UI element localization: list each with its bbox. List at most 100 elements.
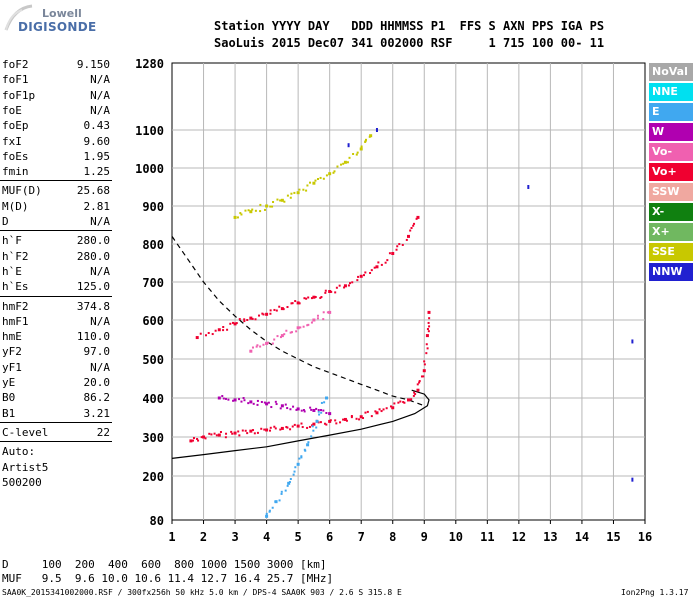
- echo-point: [217, 328, 221, 332]
- echo-point: [189, 439, 193, 443]
- echo-point: [324, 291, 327, 294]
- param-value: N/A: [90, 314, 110, 328]
- echo-point: [254, 209, 257, 212]
- echo-point: [366, 410, 369, 413]
- echo-point: [309, 406, 312, 409]
- echo-point: [238, 318, 241, 321]
- echo-point: [391, 252, 395, 255]
- echo-point: [320, 409, 323, 412]
- echo-point: [280, 334, 284, 338]
- echo-point: [427, 330, 430, 333]
- echo-point: [301, 426, 304, 429]
- echo-point: [328, 419, 332, 423]
- echo-point: [307, 323, 310, 326]
- param-value: 280.0: [76, 249, 110, 263]
- echo-point: [243, 399, 246, 402]
- echo-point: [320, 296, 323, 299]
- param-row-fmin: fmin 1.25: [0, 164, 112, 179]
- param-value: 2.81: [83, 199, 111, 213]
- echo-point: [291, 425, 294, 428]
- param-value: 9.60: [83, 134, 111, 148]
- param-row-clevel: C-level 22: [0, 425, 112, 440]
- echo-point: [306, 426, 309, 429]
- param-label: yF2: [2, 345, 22, 359]
- echo-point: [334, 291, 337, 294]
- param-row-hmf2: hmF2 374.8: [0, 299, 112, 314]
- echo-point: [345, 419, 348, 422]
- echo-point: [427, 310, 431, 314]
- echo-point: [412, 224, 415, 227]
- echo-point: [310, 321, 313, 324]
- echo-point: [310, 408, 313, 411]
- echo-point: [270, 406, 273, 409]
- param-label: foE: [2, 103, 22, 117]
- echo-point: [242, 397, 245, 400]
- echo-point: [300, 456, 303, 459]
- lowell-digisonde-logo: Lowell DIGISONDE: [4, 4, 144, 50]
- echo-point: [269, 205, 272, 208]
- echo-point: [256, 344, 259, 347]
- echo-point: [334, 419, 337, 422]
- echo-point: [287, 481, 291, 485]
- echo-point: [423, 363, 426, 366]
- echo-point: [265, 312, 269, 316]
- x-tick-label: 7: [358, 530, 365, 544]
- param-divider: [0, 441, 112, 443]
- param-value: 9.150: [76, 58, 110, 71]
- echo-point: [215, 434, 218, 437]
- echo-point: [222, 397, 225, 400]
- echo-point: [204, 437, 207, 440]
- echo-point: [286, 194, 289, 197]
- x-tick-label: 8: [389, 530, 396, 544]
- echo-point: [375, 128, 378, 132]
- echo-point: [267, 401, 270, 404]
- echo-point: [249, 400, 253, 404]
- distance-row: D 100 200 400 600 800 1000 1500 3000 [km…: [2, 558, 327, 571]
- echo-point: [278, 305, 281, 308]
- echo-point: [631, 339, 634, 344]
- echo-point: [350, 415, 353, 418]
- echo-point: [247, 209, 250, 212]
- echo-point: [296, 326, 300, 330]
- echo-point: [410, 398, 413, 401]
- echo-point: [316, 178, 319, 181]
- echo-point: [208, 432, 211, 435]
- param-label: fxI: [2, 134, 22, 148]
- echo-point: [237, 430, 240, 433]
- echo-point: [289, 331, 292, 334]
- echo-point: [259, 345, 262, 348]
- x-tick-label: 6: [326, 530, 333, 544]
- y-tick-label: 200: [142, 470, 164, 484]
- echo-point: [286, 426, 289, 429]
- echo-point: [306, 184, 309, 187]
- y-tick-label: 500: [142, 353, 164, 367]
- y-tick-label: 80: [150, 514, 164, 528]
- echo-point: [362, 274, 365, 277]
- echo-point: [286, 306, 289, 309]
- x-tick-label: 11: [480, 530, 494, 544]
- echo-point: [410, 227, 413, 230]
- echo-point: [246, 432, 249, 435]
- echo-point: [260, 427, 263, 430]
- param-label: foEs: [2, 149, 29, 163]
- echo-point: [362, 417, 365, 420]
- echo-point: [279, 407, 282, 410]
- echo-point: [396, 245, 399, 248]
- echo-point: [305, 297, 308, 300]
- version-footer: Ion2Png 1.3.17: [621, 588, 689, 597]
- echo-point: [249, 429, 253, 433]
- echo-point: [330, 290, 333, 293]
- echo-point: [423, 360, 426, 363]
- echo-point: [425, 343, 428, 346]
- echo-point: [199, 332, 202, 335]
- echo-point: [289, 408, 292, 411]
- echo-point: [328, 310, 332, 314]
- y-tick-label: 800: [142, 238, 164, 252]
- echo-point: [272, 201, 275, 204]
- param-label: MUF(D): [2, 184, 42, 198]
- echo-point: [420, 375, 423, 378]
- echo-point: [355, 417, 358, 420]
- y-tick-label: 700: [142, 276, 164, 290]
- echo-point: [290, 192, 293, 195]
- x-tick-label: 1: [168, 530, 175, 544]
